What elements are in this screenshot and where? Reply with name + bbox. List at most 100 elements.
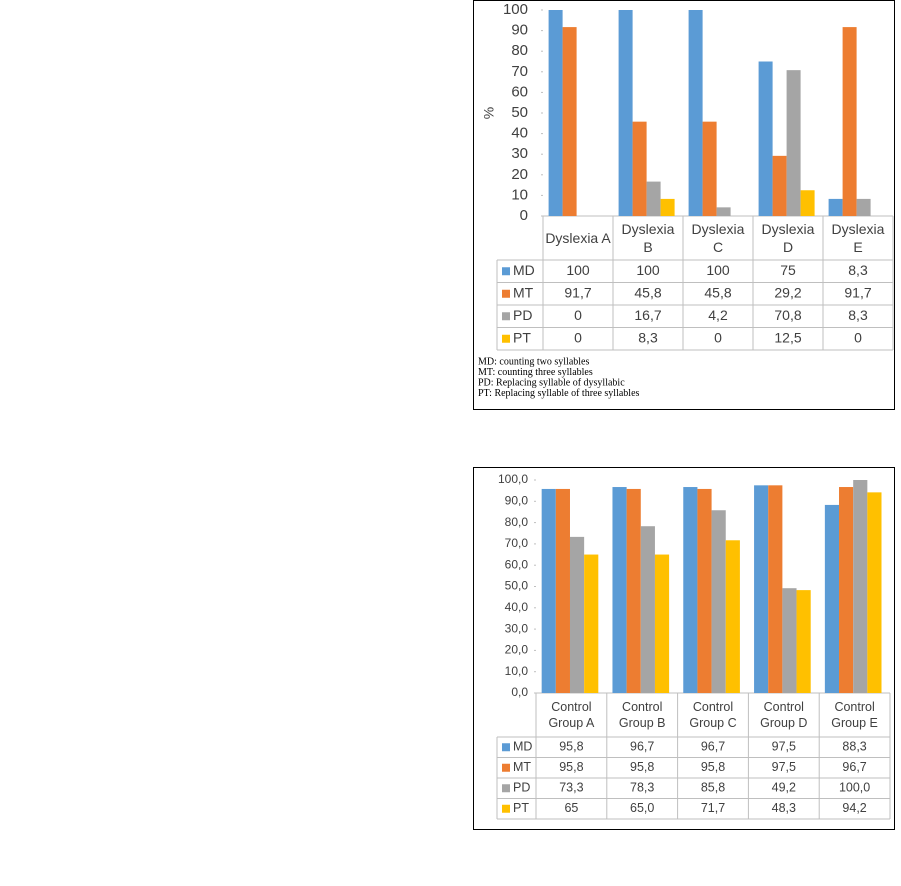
bar <box>640 526 655 693</box>
bar <box>697 488 712 693</box>
y-tick-label: 40,0 <box>505 600 529 614</box>
bar <box>786 70 801 216</box>
table-value: 29,2 <box>774 284 801 300</box>
table-value: 94,2 <box>842 801 866 815</box>
bar <box>562 27 577 217</box>
table-value: 100 <box>566 262 590 278</box>
x-tick-label: Dyslexia B <box>621 220 675 255</box>
legend-swatch <box>502 804 510 813</box>
y-tick-label: 0 <box>520 207 528 224</box>
bar <box>683 487 698 693</box>
table-value: 95,8 <box>701 760 725 774</box>
note: MD: counting two syllables <box>478 356 589 367</box>
bar <box>654 554 670 693</box>
category-cell: Control Group D <box>760 699 808 730</box>
table-value: 88,3 <box>842 740 866 754</box>
legend-swatch <box>502 289 510 298</box>
table-value: 97,5 <box>772 760 796 774</box>
y-tick-label: 20,0 <box>505 643 529 657</box>
chart-frame <box>473 467 895 830</box>
table-value: 0 <box>574 307 582 323</box>
y-tick-label: 70 <box>511 63 528 80</box>
legend-label: MT <box>513 760 531 774</box>
table-value: 12,5 <box>774 329 801 345</box>
bar <box>688 10 703 216</box>
legend-label: PD <box>513 781 530 795</box>
table-value: 49,2 <box>772 781 796 795</box>
table-value: 45,8 <box>634 284 661 300</box>
bar <box>612 487 627 693</box>
bar <box>725 540 740 693</box>
bar <box>632 121 647 216</box>
table-value: 85,8 <box>701 781 725 795</box>
legend-label: MD <box>513 740 532 754</box>
y-tick-label: 90 <box>511 22 528 39</box>
table-value: 8,3 <box>848 307 868 323</box>
legend-label: PD <box>513 307 532 323</box>
note: PD: Replacing syllable of dysyllabic <box>478 377 625 388</box>
bar <box>626 488 641 693</box>
table-value: 45,8 <box>704 284 731 300</box>
table-value: 8,3 <box>638 329 658 345</box>
x-tick-label: Dyslexia C <box>691 220 745 255</box>
legend-swatch <box>502 267 510 276</box>
bar <box>856 198 871 216</box>
table-value: 8,3 <box>848 262 868 278</box>
legend-swatch <box>502 743 510 752</box>
y-tick-label: 40 <box>511 125 528 142</box>
x-tick-label: Dyslexia D <box>761 220 815 255</box>
category-cell: Dyslexia D <box>761 220 815 255</box>
table-value: 91,7 <box>564 284 591 300</box>
bar <box>548 10 563 216</box>
table-value: 91,7 <box>844 284 871 300</box>
bar <box>646 181 661 216</box>
note: MT: counting three syllables <box>478 367 593 378</box>
bar <box>754 485 769 693</box>
table-value: 71,7 <box>701 801 725 815</box>
bar <box>716 207 731 216</box>
y-tick-label: 50 <box>511 104 528 121</box>
table-value: 48,3 <box>772 801 796 815</box>
table-value: 96,7 <box>842 760 866 774</box>
table-value: 78,3 <box>630 781 654 795</box>
category-cell: Dyslexia B <box>621 220 675 255</box>
legend-label: MT <box>513 284 534 300</box>
bar <box>828 198 843 216</box>
y-tick-label: 60 <box>511 83 528 100</box>
bar <box>853 480 868 693</box>
legend-swatch <box>502 784 510 793</box>
category-cell: Control Group C <box>689 700 736 730</box>
legend-swatch <box>502 312 510 321</box>
category-cell: Control Group B <box>618 699 666 730</box>
y-tick-label: 10 <box>511 186 528 203</box>
y-tick-label: 100,0 <box>498 472 528 486</box>
category-cell: Dyslexia A <box>545 229 611 246</box>
y-tick-label: 10,0 <box>505 664 529 678</box>
table-value: 65 <box>564 801 578 815</box>
y-tick-label: 70,0 <box>505 536 529 550</box>
bar <box>796 590 811 693</box>
x-tick-label: Control Group B <box>618 699 666 730</box>
y-tick-label: 90,0 <box>505 493 529 507</box>
bar <box>842 27 857 217</box>
y-tick-label: 80 <box>511 42 528 59</box>
x-tick-label: Control Group D <box>760 699 808 730</box>
table-value: 75 <box>780 262 796 278</box>
legend-label: PT <box>513 801 529 815</box>
category-cell: Control Group E <box>831 700 878 730</box>
bar <box>660 198 675 216</box>
x-tick-label: Dyslexia A <box>545 229 611 246</box>
bar <box>555 488 570 693</box>
table-value: 70,8 <box>774 307 801 323</box>
y-tick-label: 100 <box>503 1 528 18</box>
bar <box>758 61 773 216</box>
bar <box>702 121 717 216</box>
y-tick-label: 0,0 <box>511 685 528 699</box>
table-value: 16,7 <box>634 307 661 323</box>
y-axis-label: % <box>481 107 497 119</box>
table-value: 0 <box>714 329 722 345</box>
table-value: 73,3 <box>559 781 583 795</box>
bar <box>618 10 633 216</box>
bar <box>867 492 882 693</box>
